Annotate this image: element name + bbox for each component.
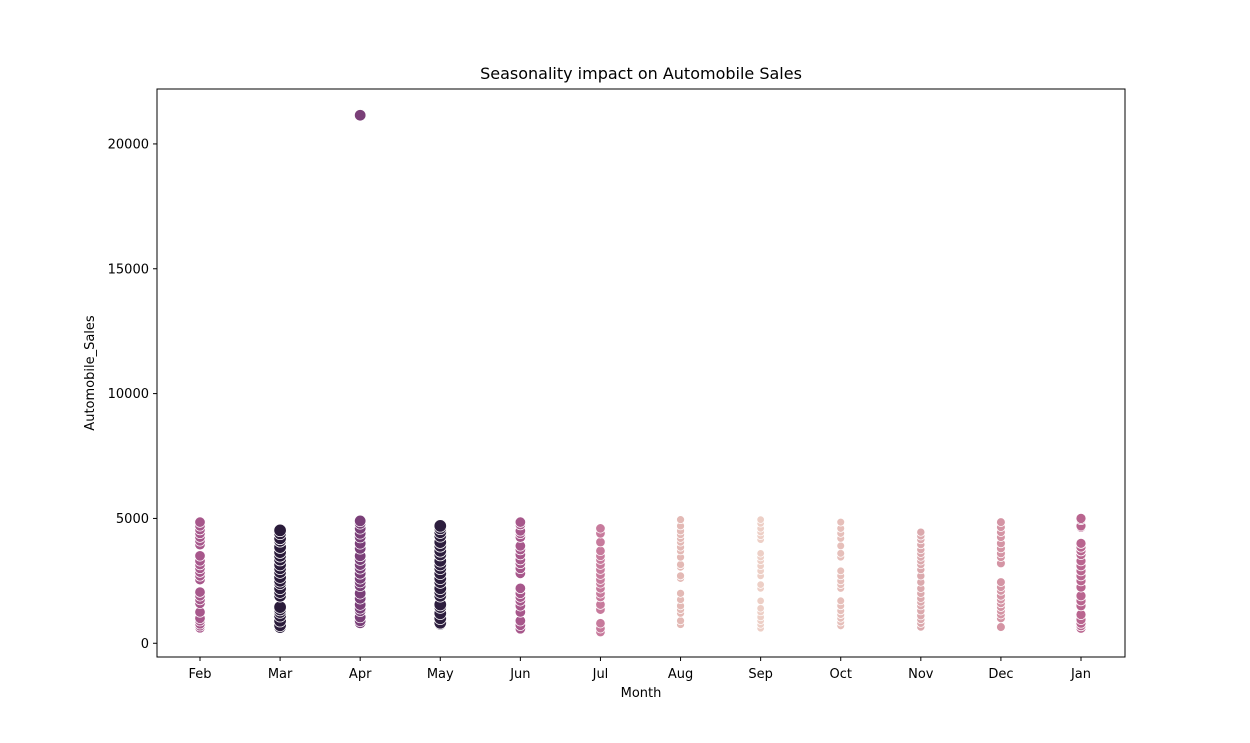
data-point-sep [756, 596, 765, 605]
x-tick-label-dec: Dec [988, 667, 1013, 682]
data-point-jul [595, 618, 606, 629]
x-tick-label-apr: Apr [349, 667, 372, 682]
y-tick-label: 5000 [116, 512, 149, 527]
data-point-oct [836, 566, 846, 576]
data-point-dec [996, 622, 1006, 632]
plot-frame [156, 88, 1126, 658]
data-point-dec [996, 577, 1006, 587]
data-point-aug [676, 571, 685, 581]
data-point-feb [194, 586, 206, 598]
x-tick-label-feb: Feb [188, 667, 211, 682]
y-tick-label: 10000 [108, 387, 149, 402]
data-point-feb [194, 550, 206, 562]
data-point-aug [676, 560, 685, 569]
y-axis: 0 5000 10000 15000 20000 [108, 137, 157, 652]
data-point-jul [595, 537, 606, 548]
x-tick-label-jul: Jul [592, 667, 609, 682]
y-axis-label: Automobile_Sales [83, 315, 98, 431]
data-point-aug [676, 588, 685, 598]
data-point-jan [1075, 538, 1087, 549]
data-point-oct [836, 517, 846, 527]
y-tick-label: 20000 [108, 137, 149, 152]
x-tick-label-sep: Sep [748, 667, 773, 682]
x-tick-label-may: May [427, 667, 454, 682]
y-tick-label: 0 [141, 637, 149, 652]
data-point-jul [595, 523, 606, 534]
data-point-jun [514, 582, 526, 594]
data-point-apr [354, 109, 367, 122]
x-axis: Feb Mar Apr May Jun Jul Aug Sep Oct Nov Dec Jan [188, 657, 1091, 682]
data-point-mar [273, 523, 287, 538]
x-tick-label-jan: Jan [1070, 667, 1091, 682]
data-point-apr [354, 514, 367, 528]
data-point-jan [1075, 513, 1087, 524]
data-point-jun [514, 516, 526, 528]
x-axis-label: Month [621, 686, 662, 701]
data-point-oct [836, 596, 846, 606]
data-point-nov [916, 527, 926, 537]
x-tick-label-mar: Mar [268, 667, 293, 682]
data-point-jul [595, 545, 606, 557]
data-point-sep [756, 604, 765, 613]
points-layer [194, 109, 1087, 638]
chart-title: Seasonality impact on Automobile Sales [480, 64, 802, 83]
x-tick-label-jun: Jun [509, 667, 530, 682]
data-point-mar [273, 600, 287, 614]
x-tick-label-aug: Aug [668, 667, 693, 682]
data-point-aug [676, 616, 685, 626]
x-tick-label-oct: Oct [829, 667, 851, 682]
y-tick-label: 15000 [108, 262, 149, 277]
data-point-feb [194, 516, 206, 528]
data-point-may [433, 519, 447, 533]
x-tick-label-nov: Nov [908, 667, 934, 682]
data-point-sep [756, 580, 765, 589]
data-point-oct [836, 549, 846, 558]
data-point-sep [756, 515, 765, 524]
data-point-sep [756, 549, 765, 558]
data-point-aug [676, 515, 685, 525]
data-point-dec [996, 517, 1006, 527]
data-point-oct [836, 541, 846, 551]
